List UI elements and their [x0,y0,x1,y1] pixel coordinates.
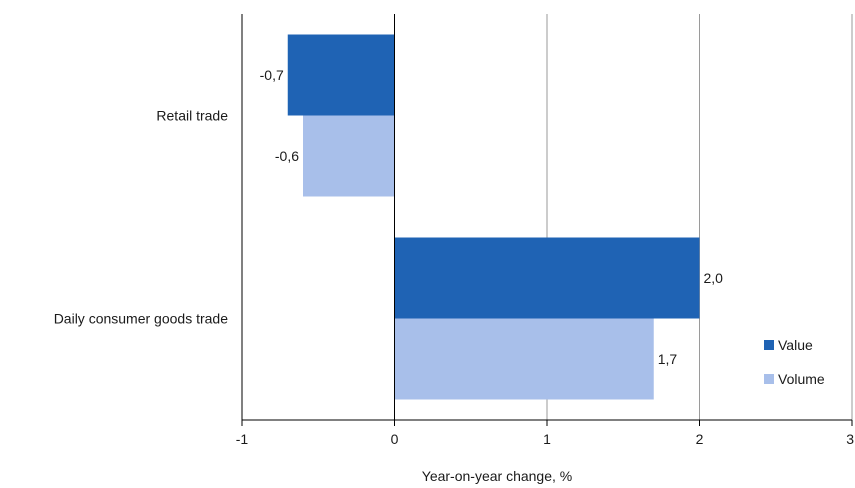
data-label-value-1: 2,0 [704,270,724,286]
x-tick-label-1: 0 [391,431,399,447]
x-tick-label-3: 2 [696,431,704,447]
x-tick-label-0: -1 [236,431,249,447]
data-label-volume-1: 1,7 [658,351,678,367]
x-tick-label-2: 1 [543,431,551,447]
bar-volume-1 [394,318,654,400]
category-label-0: Retail trade [156,108,228,124]
legend-swatch-volume [764,374,774,384]
x-axis-title: Year-on-year change, % [422,468,572,484]
bar-value-0 [287,34,395,116]
data-label-value-0: -0,7 [260,67,284,83]
category-label-1: Daily consumer goods trade [54,311,229,327]
bar-volume-0 [303,115,395,197]
legend-swatch-value [764,340,774,350]
bar-value-1 [394,237,700,319]
legend-label-value: Value [778,337,813,353]
data-label-volume-0: -0,6 [275,148,299,164]
legend-label-volume: Volume [778,371,825,387]
x-tick-label-4: 3 [846,431,854,447]
